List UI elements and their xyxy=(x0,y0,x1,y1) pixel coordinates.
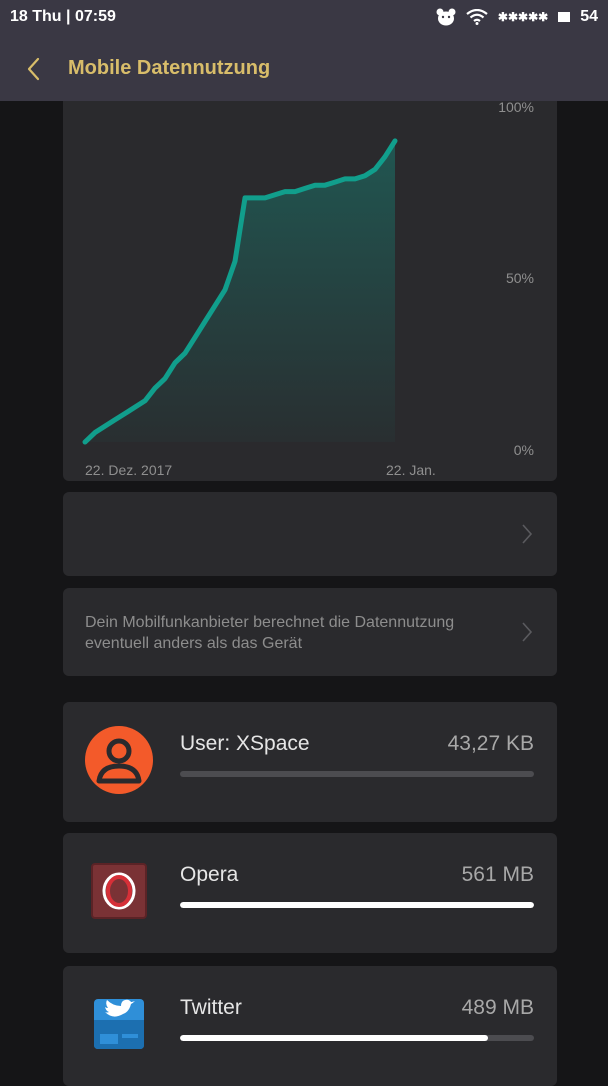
carrier-info-text: Dein Mobilfunkanbieter berechnet die Dat… xyxy=(85,614,455,652)
usage-bar-track xyxy=(180,1035,534,1041)
battery-level: 54 xyxy=(580,8,598,25)
status-date: 18 Thu xyxy=(10,8,62,25)
y-tick-label-50: 50% xyxy=(505,270,534,286)
back-arrow-icon[interactable] xyxy=(22,56,46,82)
app-row-opera[interactable]: Opera 561 MB xyxy=(63,833,557,953)
status-date-time: 18 Thu | 07:59 xyxy=(10,8,116,26)
app-usage-size: 489 MB xyxy=(461,996,534,1019)
battery-icon xyxy=(558,12,571,22)
app-name: Twitter xyxy=(180,996,242,1019)
opera-icon xyxy=(91,863,147,919)
status-bar: 18 Thu | 07:59 ✱✱✱✱✱ 54 xyxy=(0,0,608,34)
usage-bar-fill xyxy=(180,1035,488,1041)
carrier-info-card[interactable]: Dein Mobilfunkanbieter berechnet die Dat… xyxy=(63,588,557,676)
usage-chart-card: 100% 50% 0% 22. Dez. 2017 22. Jan. xyxy=(63,80,557,481)
y-tick-label-100: 100% xyxy=(498,99,534,115)
page-title: Mobile Datennutzung xyxy=(68,57,271,79)
app-header: 18 Thu | 07:59 ✱✱✱✱✱ 54 Mobil xyxy=(0,0,608,101)
twitter-icon xyxy=(94,999,144,1049)
usage-chart xyxy=(82,138,398,445)
x-tick-label-start: 22. Dez. 2017 xyxy=(85,462,173,478)
wifi-icon xyxy=(466,9,488,25)
usage-bar-track xyxy=(180,771,534,777)
x-tick-label-end: 22. Jan. xyxy=(386,462,436,478)
app-usage-size: 561 MB xyxy=(461,863,534,886)
usage-bar-fill xyxy=(180,902,534,908)
usage-bar-track xyxy=(180,902,534,908)
status-time: 07:59 xyxy=(74,8,116,25)
signal-indicator: ✱✱✱✱✱ xyxy=(497,10,549,24)
app-name: Opera xyxy=(180,863,239,886)
app-row-twitter[interactable]: Twitter 489 MB xyxy=(63,966,557,1086)
y-tick-label-0: 0% xyxy=(513,442,534,458)
status-separator: | xyxy=(66,8,75,25)
chevron-right-icon xyxy=(522,524,533,544)
user-icon xyxy=(85,726,153,794)
bear-icon xyxy=(436,8,456,26)
chart-series-line xyxy=(82,138,398,445)
chart-area-fill xyxy=(85,140,395,442)
app-row-xspace[interactable]: User: XSpace 43,27 KB xyxy=(63,702,557,822)
app-name: User: XSpace xyxy=(180,732,310,755)
app-usage-size: 43,27 KB xyxy=(447,732,534,755)
data-plan-card[interactable] xyxy=(63,492,557,576)
chevron-right-icon xyxy=(522,622,533,642)
status-icons: ✱✱✱✱✱ 54 xyxy=(436,6,598,28)
